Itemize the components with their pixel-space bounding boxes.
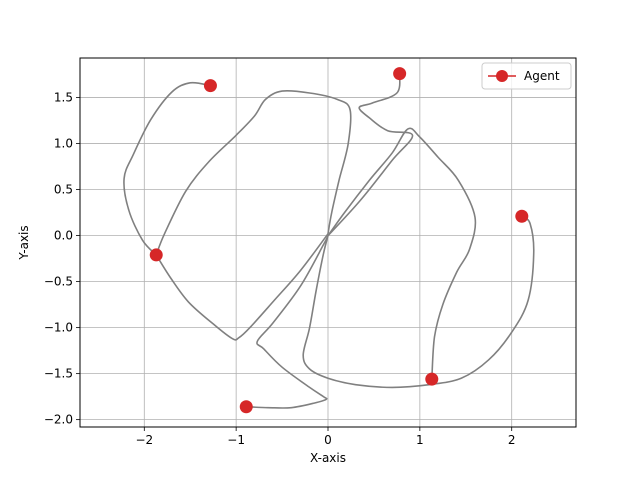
agent-point (239, 400, 253, 414)
x-tick-label: 1 (416, 433, 424, 447)
trajectory-line (246, 235, 329, 409)
agent-point (515, 209, 529, 223)
trajectory-line (155, 233, 329, 341)
agent-markers (149, 67, 529, 414)
x-tick-label: 0 (324, 433, 332, 447)
agent-point (203, 79, 217, 93)
trajectory-line (155, 89, 352, 256)
legend: Agent (481, 62, 572, 90)
y-tick-label: 0.0 (54, 229, 73, 243)
y-tick-label: 1.0 (54, 137, 73, 151)
y-tick-label: −0.5 (44, 275, 73, 289)
y-tick-label: −2.0 (44, 413, 73, 427)
trajectory-line (302, 215, 535, 389)
legend-box (481, 62, 572, 90)
trajectory-line (327, 73, 414, 237)
trajectory-lines (123, 73, 535, 409)
trajectory-line (123, 81, 211, 256)
x-axis-label: X-axis (310, 451, 346, 465)
x-ticks: −2 −1 0 1 2 (135, 427, 516, 447)
x-tick-label: 2 (508, 433, 516, 447)
agent-point (425, 372, 439, 386)
y-tick-label: 0.5 (54, 183, 73, 197)
legend-entry-agent: Agent (524, 69, 560, 83)
agent-point (393, 67, 407, 81)
y-ticks: −2.0 −1.5 −1.0 −0.5 0.0 0.5 1.0 1.5 (44, 91, 80, 427)
agent-point (149, 248, 163, 262)
x-tick-label: −1 (227, 433, 245, 447)
trajectory-line (327, 127, 477, 380)
y-tick-label: −1.0 (44, 321, 73, 335)
y-tick-label: 1.5 (54, 91, 73, 105)
y-tick-label: −1.5 (44, 367, 73, 381)
legend-marker-sample (496, 70, 508, 82)
y-axis-label: Y-axis (17, 225, 31, 260)
x-tick-label: −2 (135, 433, 153, 447)
